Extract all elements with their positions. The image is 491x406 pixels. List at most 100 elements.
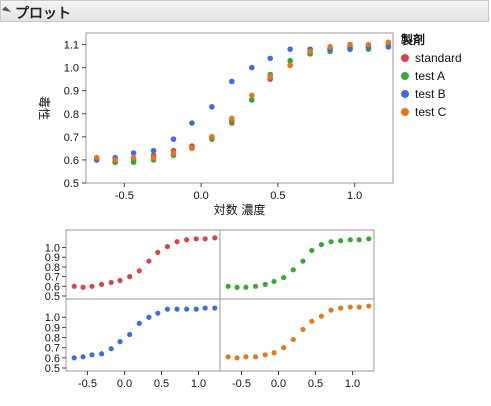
- panel-data-point: [347, 304, 353, 310]
- panel-data-point: [309, 247, 315, 254]
- panel-data-point: [193, 236, 199, 242]
- data-point: [267, 74, 274, 80]
- panel-data-point: [155, 310, 161, 316]
- legend-marker: [401, 90, 409, 98]
- panel-data-point: [212, 305, 218, 311]
- panel-data-point: [202, 305, 208, 311]
- data-point: [347, 46, 353, 52]
- data-point: [385, 44, 392, 50]
- legend-marker: [401, 54, 409, 62]
- panel-y-tick-label: 0.6: [45, 281, 60, 293]
- data-point: [209, 134, 215, 140]
- panel-data-point: [136, 268, 142, 274]
- data-point: [93, 154, 100, 161]
- data-point: [287, 57, 293, 64]
- panel-data-point: [356, 237, 362, 243]
- data-point: [229, 115, 235, 122]
- y-tick-label: 1.1: [64, 40, 79, 52]
- panel-y-tick-label: 1.0: [45, 243, 60, 255]
- panel-data-point: [290, 336, 296, 343]
- panel-data-point: [252, 283, 259, 289]
- data-point: [248, 64, 255, 71]
- data-point: [130, 154, 137, 161]
- panel-data-point: [136, 320, 142, 326]
- panel-data-point: [309, 318, 315, 324]
- panel-data-point: [164, 243, 171, 250]
- panel-data-point: [80, 354, 86, 360]
- panel-data-point: [127, 274, 133, 280]
- panel-x-tick-label: 1.0: [191, 378, 206, 390]
- panel-x-tick-label: 0.0: [271, 378, 286, 390]
- panel-data-point: [212, 235, 218, 241]
- panel-x-tick-label: 0.0: [117, 378, 132, 390]
- panel-data-point: [71, 355, 77, 361]
- panel-data-point: [225, 354, 231, 360]
- data-point: [327, 44, 333, 50]
- data-point: [229, 78, 235, 85]
- data-point: [130, 150, 137, 156]
- panel-data-point: [117, 339, 123, 345]
- panel-data-point: [318, 313, 325, 319]
- panel-y-tick-label: 1.0: [45, 312, 60, 324]
- panel-data-point: [174, 239, 180, 245]
- x-tick-label: 0.5: [270, 190, 285, 202]
- panel-data-point: [338, 305, 344, 311]
- panel-data-point: [243, 284, 249, 290]
- y-tick-label: 1.0: [64, 63, 79, 75]
- panel-data-point: [146, 258, 152, 264]
- legend-label: test A: [415, 69, 445, 83]
- panel-y-tick-label: 0.8: [45, 333, 60, 345]
- data-point: [287, 62, 293, 69]
- panel-x-tick-label: 1.0: [345, 378, 360, 390]
- panel-data-point: [98, 281, 105, 287]
- y-tick-label: 0.7: [64, 132, 79, 144]
- panel-data-point: [290, 267, 296, 273]
- data-point: [130, 159, 137, 166]
- y-tick-label: 0.8: [64, 109, 79, 121]
- data-point: [189, 145, 195, 152]
- data-point: [287, 46, 293, 52]
- panel-y-tick-label: 0.5: [45, 363, 60, 375]
- panel-data-point: [164, 306, 171, 312]
- panel-data-point: [89, 352, 95, 358]
- y-tick-label: 0.5: [64, 178, 79, 190]
- y-axis-label: 毒性: [37, 96, 51, 120]
- data-point: [248, 92, 255, 99]
- panel-data-point: [71, 283, 77, 289]
- panel-data-point: [98, 351, 105, 357]
- panel-y-tick-label: 0.8: [45, 262, 60, 274]
- panel-data-point: [146, 314, 152, 320]
- panel-data-point: [193, 306, 199, 312]
- panel-data-point: [234, 355, 240, 361]
- panel-data-point: [108, 346, 114, 352]
- panel-data-point: [225, 283, 231, 289]
- panel-data-point: [356, 304, 362, 310]
- legend-label: test C: [415, 105, 447, 119]
- plot-header[interactable]: プロット: [0, 0, 489, 22]
- main-plot-frame: [85, 32, 394, 184]
- panel-x-tick-label: 0.5: [308, 378, 323, 390]
- panel-y-tick-label: 0.9: [45, 252, 60, 264]
- panel-data-point: [202, 236, 208, 242]
- panel-data-point: [184, 237, 190, 243]
- panel-data-point: [262, 281, 268, 287]
- legend-label: test B: [415, 87, 446, 101]
- data-point: [170, 150, 177, 156]
- x-axis-label: 対数 濃度: [214, 202, 266, 217]
- data-point: [170, 136, 177, 142]
- panel-data-point: [89, 283, 95, 289]
- panel-data-point: [243, 354, 249, 360]
- panel-y-tick-label: 0.7: [45, 343, 60, 355]
- panel-x-tick-label: 0.5: [154, 378, 169, 390]
- panel-data-point: [366, 303, 372, 309]
- panel-x-tick-label: -0.5: [232, 378, 251, 390]
- y-tick-label: 0.9: [64, 86, 79, 98]
- panel-data-point: [80, 284, 86, 290]
- data-point: [307, 48, 313, 55]
- panel-data-point: [117, 277, 123, 284]
- panel-y-tick-label: 0.5: [45, 291, 60, 303]
- panel-data-point: [281, 274, 287, 281]
- panel-data-point: [234, 284, 240, 290]
- panel-data-point: [338, 238, 344, 244]
